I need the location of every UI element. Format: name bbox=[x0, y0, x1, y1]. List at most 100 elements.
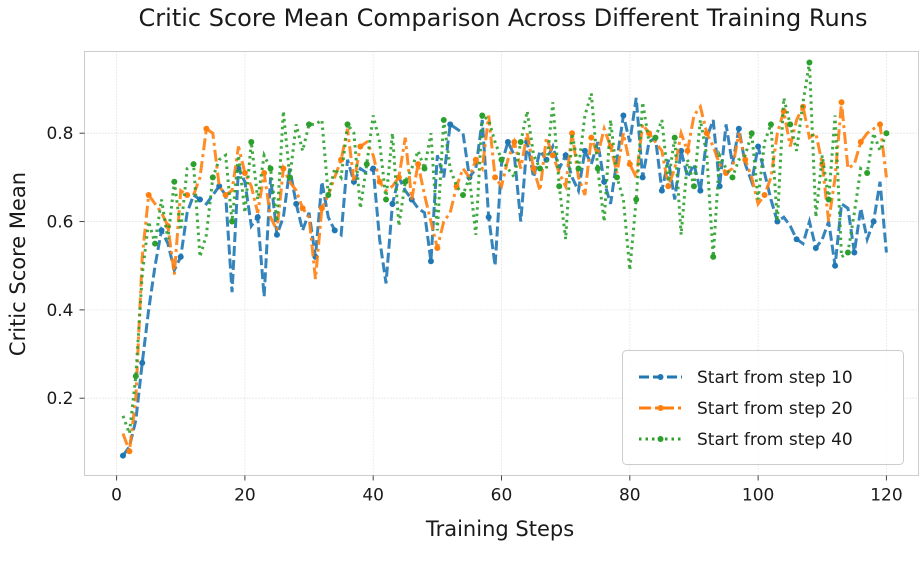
x-tick-label: 60 bbox=[491, 486, 513, 506]
x-tick-label: 0 bbox=[111, 486, 122, 506]
data-point bbox=[729, 174, 736, 181]
legend: Start from step 10 Start from step 20 Star… bbox=[622, 350, 904, 465]
data-point bbox=[286, 174, 293, 181]
data-point bbox=[851, 249, 858, 256]
data-point bbox=[196, 196, 203, 203]
data-point bbox=[639, 174, 646, 181]
data-point bbox=[883, 130, 890, 137]
y-tick-label: 0.8 bbox=[46, 124, 73, 144]
data-point bbox=[472, 156, 479, 163]
data-point bbox=[370, 165, 377, 172]
y-tick-label: 0.6 bbox=[46, 213, 73, 233]
data-point bbox=[383, 196, 390, 203]
data-point bbox=[203, 125, 210, 132]
data-point bbox=[877, 121, 884, 128]
data-point bbox=[511, 139, 518, 146]
data-point bbox=[447, 121, 454, 128]
x-tick-label: 120 bbox=[870, 486, 902, 506]
series-line bbox=[121, 102, 888, 452]
data-point bbox=[594, 165, 601, 172]
data-point bbox=[844, 249, 851, 256]
data-point bbox=[132, 373, 139, 380]
series-1 bbox=[119, 97, 888, 459]
data-point bbox=[755, 143, 762, 150]
data-point bbox=[806, 59, 813, 66]
data-point bbox=[703, 130, 710, 137]
legend-label: Start from step 20 bbox=[697, 399, 853, 419]
data-point bbox=[241, 169, 248, 176]
data-point bbox=[633, 196, 640, 203]
data-point bbox=[280, 165, 287, 172]
axis-ticks: 0 20 40 60 80 100 120 0.2 0.4 0.6 0.8 bbox=[46, 124, 902, 505]
data-point bbox=[229, 218, 236, 225]
data-point bbox=[793, 236, 800, 243]
data-point bbox=[293, 200, 300, 207]
data-point bbox=[177, 253, 184, 260]
data-point bbox=[838, 99, 845, 106]
chart-title: Critic Score Mean Comparison Across Diff… bbox=[139, 4, 868, 32]
legend-marker bbox=[657, 436, 664, 442]
data-point bbox=[812, 245, 819, 252]
data-point bbox=[870, 218, 877, 225]
data-point bbox=[152, 240, 159, 247]
y-axis-label: Critic Score Mean bbox=[6, 172, 30, 356]
x-tick-label: 100 bbox=[742, 486, 774, 506]
data-point bbox=[421, 165, 428, 172]
x-axis-label: Training Steps bbox=[425, 517, 574, 541]
data-point bbox=[415, 161, 422, 168]
data-point bbox=[735, 125, 742, 132]
data-point bbox=[498, 156, 505, 163]
data-point bbox=[530, 165, 537, 172]
data-point bbox=[562, 152, 569, 159]
data-point bbox=[536, 165, 543, 172]
data-point bbox=[402, 178, 409, 185]
data-point bbox=[254, 214, 261, 221]
y-tick-label: 0.2 bbox=[46, 389, 73, 409]
data-point bbox=[504, 139, 511, 146]
data-point bbox=[299, 205, 306, 212]
data-point bbox=[248, 139, 255, 146]
data-point bbox=[581, 147, 588, 154]
data-point bbox=[331, 227, 338, 234]
data-point bbox=[222, 192, 229, 199]
legend-marker bbox=[657, 374, 664, 380]
data-point bbox=[710, 253, 717, 260]
data-point bbox=[209, 174, 216, 181]
data-point bbox=[460, 192, 467, 199]
data-point bbox=[748, 130, 755, 137]
data-point bbox=[216, 183, 223, 190]
series-line bbox=[121, 97, 888, 457]
data-point bbox=[119, 452, 126, 459]
data-point bbox=[363, 161, 370, 168]
data-point bbox=[652, 134, 659, 141]
data-point bbox=[626, 161, 633, 168]
data-point bbox=[588, 134, 595, 141]
legend-label: Start from step 10 bbox=[697, 368, 853, 388]
data-point bbox=[485, 214, 492, 221]
data-point bbox=[440, 116, 447, 123]
data-point bbox=[665, 183, 672, 190]
data-point bbox=[832, 262, 839, 269]
data-point bbox=[479, 112, 486, 119]
data-point bbox=[787, 121, 794, 128]
data-point bbox=[613, 174, 620, 181]
data-point bbox=[318, 205, 325, 212]
data-point bbox=[825, 196, 832, 203]
data-point bbox=[658, 187, 665, 194]
data-point bbox=[575, 165, 582, 172]
data-point bbox=[549, 152, 556, 159]
data-point bbox=[671, 134, 678, 141]
x-tick-label: 20 bbox=[234, 486, 256, 506]
data-point bbox=[395, 174, 402, 181]
data-point bbox=[267, 165, 274, 172]
data-point bbox=[767, 121, 774, 128]
data-point bbox=[761, 192, 768, 199]
data-point bbox=[690, 183, 697, 190]
data-point bbox=[184, 192, 191, 199]
data-point bbox=[620, 112, 627, 119]
data-point bbox=[273, 231, 280, 238]
data-point bbox=[857, 139, 864, 146]
data-point bbox=[742, 156, 749, 163]
legend-marker bbox=[657, 405, 664, 411]
data-point bbox=[171, 178, 178, 185]
